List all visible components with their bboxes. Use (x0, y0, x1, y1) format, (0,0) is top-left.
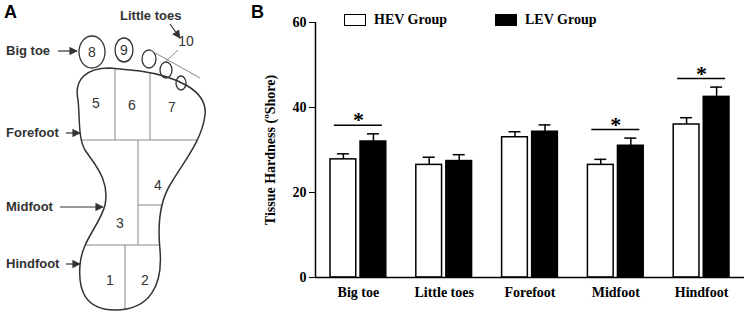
svg-text:3: 3 (116, 215, 124, 231)
svg-text:20: 20 (293, 185, 307, 200)
svg-text:40: 40 (293, 100, 307, 115)
svg-text:5: 5 (92, 95, 100, 111)
svg-text:9: 9 (120, 42, 128, 58)
svg-text:7: 7 (168, 99, 176, 115)
svg-text:6: 6 (128, 97, 136, 113)
svg-text:Tissue Hardness (ºShore): Tissue Hardness (ºShore) (263, 74, 279, 225)
svg-text:A: A (4, 2, 17, 22)
svg-text:Big toe: Big toe (6, 43, 50, 58)
html-text:HEV Group: HEV Group (374, 12, 447, 27)
svg-text:60: 60 (293, 15, 307, 30)
svg-text:10: 10 (178, 33, 194, 49)
svg-text:*: * (610, 112, 621, 137)
html-text:LEV Group: LEV Group (525, 12, 597, 27)
svg-text:Forefoot: Forefoot (504, 285, 555, 300)
svg-text:*: * (353, 107, 364, 132)
svg-text:Midfoot: Midfoot (592, 285, 641, 300)
svg-text:8: 8 (88, 44, 96, 60)
svg-text:Hindfoot: Hindfoot (6, 256, 60, 271)
svg-text:Hindfoot: Hindfoot (675, 285, 729, 300)
svg-text:Midfoot: Midfoot (6, 199, 54, 214)
svg-text:4: 4 (154, 177, 162, 193)
svg-text:Little toes: Little toes (414, 285, 474, 300)
svg-text:Little toes: Little toes (120, 8, 181, 23)
svg-text:2: 2 (141, 272, 149, 288)
svg-text:1: 1 (106, 272, 114, 288)
svg-text:*: * (696, 61, 707, 86)
svg-text:Big toe: Big toe (338, 285, 380, 300)
html-text:B: B (251, 2, 264, 22)
svg-text:Forefoot: Forefoot (6, 125, 59, 140)
svg-text:0: 0 (300, 270, 307, 285)
